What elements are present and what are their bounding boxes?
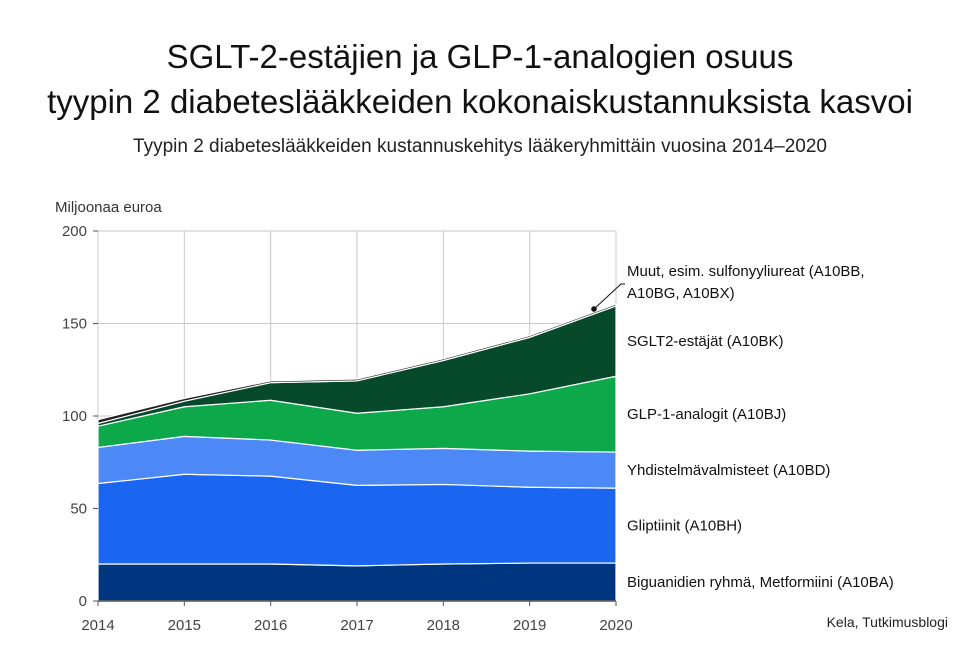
x-tick-label: 2018	[427, 617, 460, 634]
x-tick-label: 2019	[513, 617, 546, 634]
series-label-line: Muut, esim. sulfonyyliureat (A10BB,	[627, 263, 865, 280]
area-series-1	[97, 562, 617, 602]
chart-title-line-2: tyypin 2 diabeteslääkkeiden kokonaiskust…	[47, 83, 913, 120]
x-tick-label: 2020	[599, 617, 632, 634]
series-label-line: Biguanidien ryhmä, Metformiini (A10BA)	[627, 574, 894, 591]
area-series-2	[97, 473, 617, 567]
y-tick-label: 50	[70, 501, 87, 518]
source-note: Kela, Tutkimusblogi	[826, 614, 948, 630]
y-tick-label: 0	[79, 593, 87, 610]
chart-subtitle: Tyypin 2 diabeteslääkkeiden kustannuskeh…	[133, 136, 827, 157]
series-label-line: Gliptiinit (A10BH)	[627, 518, 742, 535]
y-tick-label: 200	[62, 223, 87, 240]
series-label-line: A10BG, A10BX)	[627, 285, 735, 302]
series-label-line: SGLT2-estäjät (A10BK)	[627, 333, 783, 350]
area-series-6	[97, 303, 617, 424]
y-tick-label: 100	[62, 408, 87, 425]
series-label-line: Yhdistelmävalmisteet (A10BD)	[627, 462, 830, 479]
series-label-line: GLP-1-analogit (A10BJ)	[627, 406, 786, 423]
chart-title-line-1: SGLT-2-estäjien ja GLP-1-analogien osuus	[166, 38, 794, 75]
x-tick-label: 2015	[168, 617, 201, 634]
x-tick-label: 2016	[254, 617, 287, 634]
x-tick-label: 2017	[340, 617, 373, 634]
x-tick-label: 2014	[81, 617, 114, 634]
label-leader-line	[593, 283, 625, 310]
y-tick-label: 150	[62, 316, 87, 333]
y-axis-label: Miljoonaa euroa	[55, 199, 162, 216]
